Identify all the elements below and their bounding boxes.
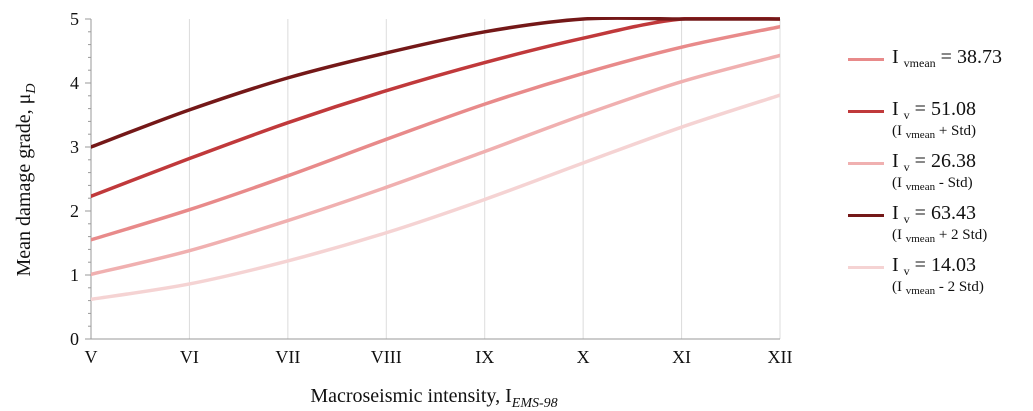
x-tick-label: X <box>577 347 590 367</box>
legend-item: I v = 26.38 (I vmean - Std) <box>848 144 1028 196</box>
tick-labels: 0 1 2 3 4 5 V VI VII VIII IX X XI XII <box>70 9 793 367</box>
x-tick-label: VI <box>180 347 199 367</box>
series-line <box>91 17 780 199</box>
x-tick-label: XII <box>768 347 793 367</box>
legend-item: I v = 63.43 (I vmean + 2 Std) <box>848 196 1028 248</box>
legend-label: I v = 51.08 <box>892 98 976 122</box>
y-tick-label: 0 <box>70 329 79 349</box>
series-line <box>91 17 780 149</box>
legend-label: I vmean = 38.73 <box>892 46 1002 70</box>
y-tick-label: 3 <box>70 137 79 157</box>
series-line <box>91 93 780 302</box>
x-tick-label: IX <box>475 347 494 367</box>
series-lines <box>91 17 780 302</box>
x-tick-label: VII <box>275 347 300 367</box>
series-line <box>91 53 780 277</box>
legend-label: I v = 14.03 <box>892 254 976 278</box>
axes <box>85 18 780 340</box>
legend-item: I vmean = 38.73 <box>848 40 1028 92</box>
legend-swatch <box>848 266 884 269</box>
y-tick-label: 1 <box>70 265 79 285</box>
y-axis-title: Mean damage grade, μD <box>13 84 39 277</box>
legend-swatch <box>848 214 884 217</box>
legend-item: I v = 51.08 (I vmean + Std) <box>848 92 1028 144</box>
x-axis-title: Macroseismic intensity, IEMS-98 <box>310 385 557 411</box>
x-tick-label: V <box>85 347 98 367</box>
legend-item: I v = 14.03 (I vmean - 2 Std) <box>848 248 1028 300</box>
legend-note: (I vmean + Std) <box>892 123 977 141</box>
y-tick-label: 4 <box>70 73 79 93</box>
legend-note: (I vmean - 2 Std) <box>892 279 984 297</box>
legend: I vmean = 38.73 I v = 51.08 (I vmean + S… <box>848 40 1028 300</box>
y-tick-label: 2 <box>70 201 79 221</box>
x-tick-label: VIII <box>371 347 402 367</box>
series-line <box>91 24 780 242</box>
legend-note: (I vmean - Std) <box>892 175 973 193</box>
x-tick-label: XI <box>672 347 691 367</box>
y-tick-label: 5 <box>70 9 79 29</box>
legend-label: I v = 26.38 <box>892 150 976 174</box>
legend-swatch <box>848 58 884 61</box>
legend-swatch <box>848 162 884 165</box>
legend-swatch <box>848 110 884 113</box>
legend-note: (I vmean + 2 Std) <box>892 227 988 245</box>
legend-label: I v = 63.43 <box>892 202 976 226</box>
